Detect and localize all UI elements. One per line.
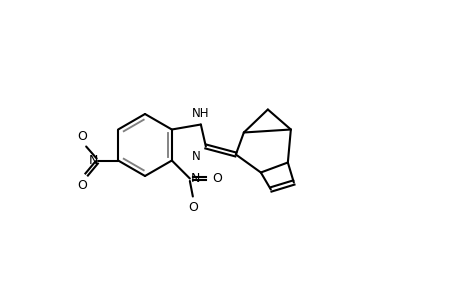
Text: O: O (187, 200, 197, 214)
Text: N: N (88, 154, 97, 167)
Text: N: N (191, 149, 200, 163)
Text: N: N (190, 172, 199, 185)
Text: O: O (212, 172, 221, 185)
Text: O: O (77, 130, 87, 142)
Text: O: O (77, 178, 87, 191)
Text: NH: NH (192, 107, 209, 120)
